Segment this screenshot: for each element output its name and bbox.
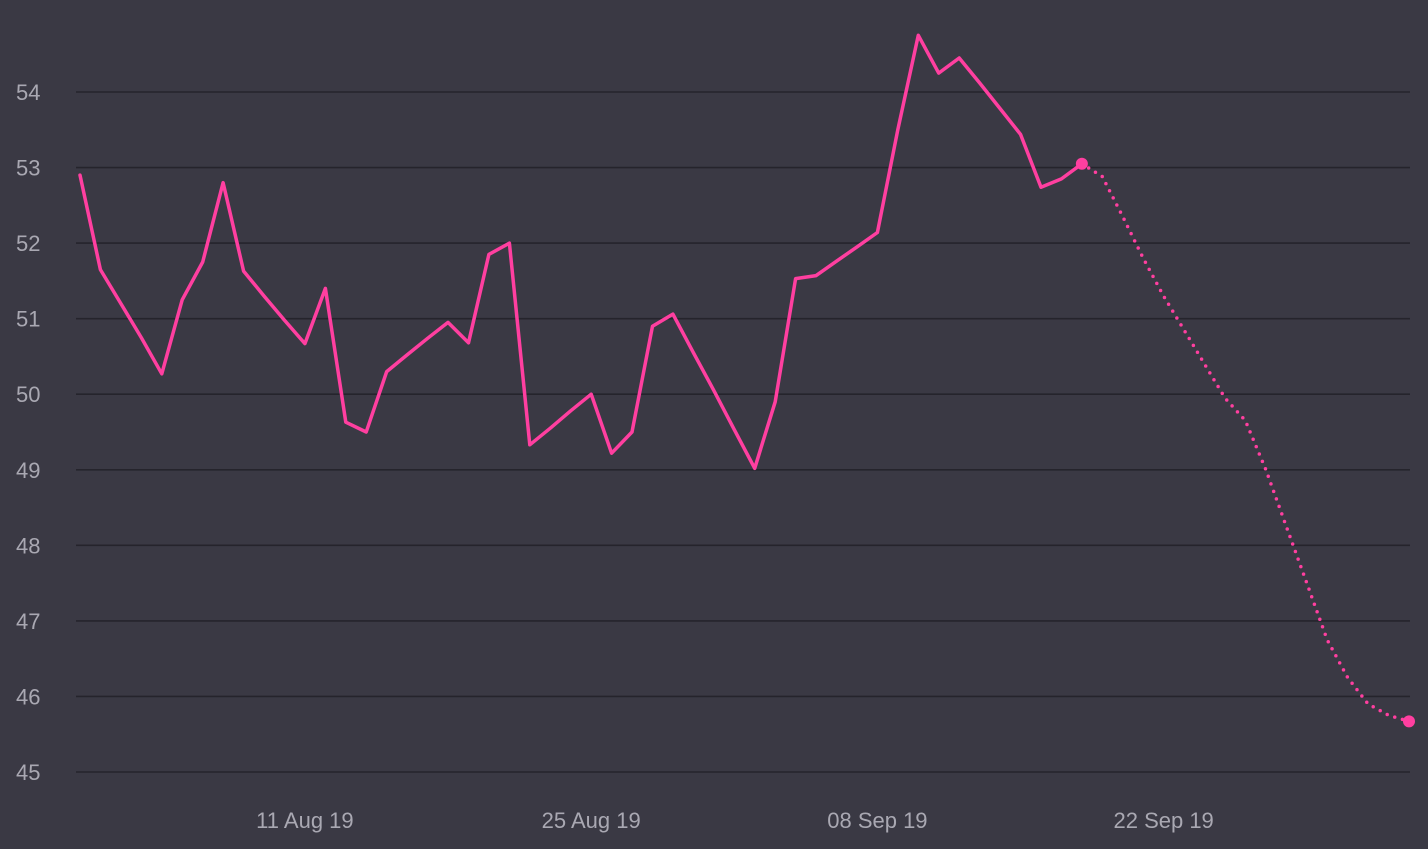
series-line [78,33,1084,471]
forecast-end-marker [1403,715,1415,728]
y-tick-label: 46 [16,684,40,709]
y-tick-label: 45 [16,760,40,785]
y-tick-label: 47 [16,609,40,634]
x-tick-label: 08 Sep 19 [827,808,927,833]
y-tick-label: 51 [16,307,40,332]
x-tick-label: 11 Aug 19 [256,808,353,833]
y-axis: 45 46 47 48 49 50 51 52 53 54 [16,80,40,785]
data-point-marker [1075,157,1088,170]
y-tick-label: 48 [16,533,40,558]
y-tick-label: 53 [16,156,40,181]
y-tick-label: 50 [16,382,40,407]
y-tick-label: 54 [16,80,40,105]
plot-area [78,33,1415,728]
x-tick-label: 22 Sep 19 [1113,808,1213,833]
grid [76,91,1410,773]
x-tick-label: 25 Aug 19 [542,808,641,833]
x-axis: 11 Aug 19 25 Aug 19 08 Sep 19 22 Sep 19 [256,808,1214,833]
forecast-series-line [1080,162,1411,724]
y-tick-label: 52 [16,231,40,256]
y-tick-label: 49 [16,458,40,483]
